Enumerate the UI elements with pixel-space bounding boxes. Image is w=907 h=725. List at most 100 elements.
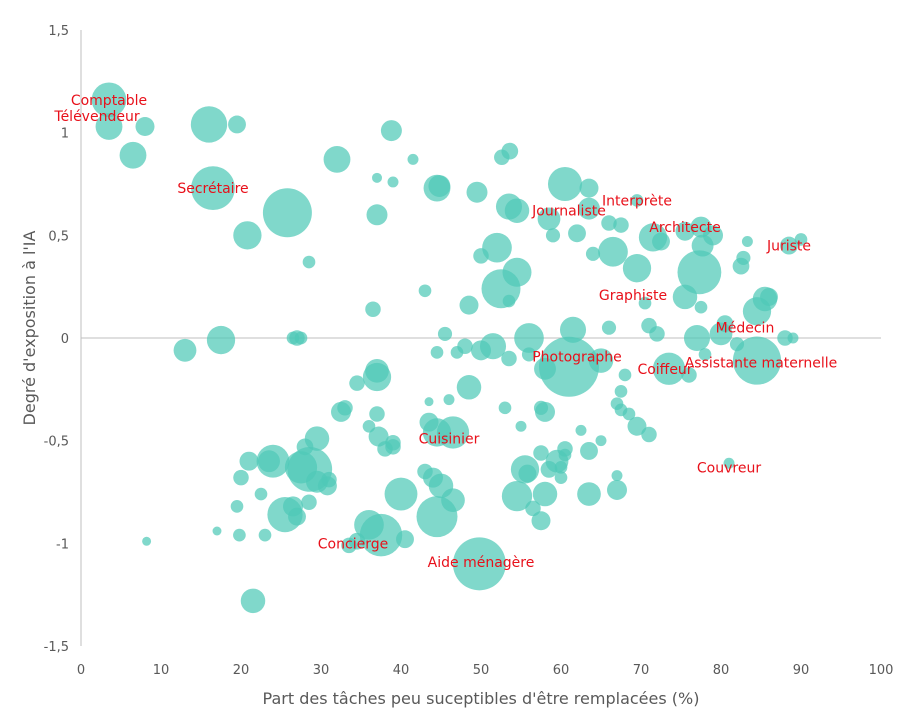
annotation-label: Architecte	[649, 220, 720, 236]
bubble	[568, 224, 586, 243]
bubble	[794, 233, 808, 246]
y-tick-label: 1,5	[48, 24, 69, 39]
y-tick-label: -0,5	[44, 435, 69, 450]
bubble	[450, 346, 464, 359]
bubble	[407, 153, 419, 165]
bubble	[531, 511, 551, 531]
bubble	[385, 439, 401, 455]
annotation-label: Assistante maternelle	[685, 356, 838, 372]
x-tick-label: 50	[473, 663, 490, 678]
bubble	[135, 117, 155, 136]
annotation-label: Juriste	[766, 239, 811, 255]
y-tick-label: -1,5	[44, 640, 69, 655]
bubble	[534, 357, 556, 380]
y-tick-label: -1	[56, 537, 69, 552]
bubble	[613, 217, 629, 233]
bubble	[741, 236, 753, 247]
x-axis-title: Part des tâches peu suceptibles d'être r…	[263, 689, 700, 708]
annotation-label: Comptable	[71, 93, 147, 109]
bubble	[533, 445, 549, 461]
bubble	[349, 375, 365, 391]
bubble	[294, 331, 308, 345]
bubble	[498, 401, 512, 415]
bubble	[482, 232, 512, 263]
bubble	[540, 461, 558, 478]
bubble	[239, 451, 259, 471]
bubble	[683, 324, 711, 352]
bubble	[533, 400, 549, 415]
bubble	[341, 537, 357, 554]
bubble	[777, 330, 793, 346]
bubble	[258, 450, 280, 473]
bubble	[614, 385, 628, 398]
bubble	[437, 326, 453, 341]
annotation-label: Coiffeur	[637, 362, 692, 378]
bubble	[585, 246, 601, 261]
annotation-label: Photographe	[532, 349, 622, 365]
bubble	[611, 470, 623, 482]
bubble	[780, 236, 798, 255]
x-tick-labels: 0 10 20 30 40 50 60 70 80 90 100	[77, 663, 894, 678]
bubble	[365, 301, 381, 317]
bubble	[95, 113, 123, 140]
annotation-label: Secrétaire	[177, 181, 248, 197]
bubble	[142, 536, 152, 546]
bubble	[418, 284, 432, 298]
annotation-label: Concierge	[318, 536, 388, 552]
bubble	[254, 487, 268, 501]
annotation-label: Couvreur	[697, 460, 761, 476]
y-tick-label: 0,5	[48, 229, 69, 244]
bubble	[518, 464, 537, 483]
bubble	[618, 368, 632, 382]
bubble	[641, 426, 657, 443]
bubble	[681, 367, 697, 383]
bubble	[258, 528, 272, 542]
bubble	[622, 407, 636, 421]
annotation-label: Télévendeur	[53, 109, 139, 125]
bubble	[459, 295, 479, 315]
annotation-label: Journaliste	[531, 204, 606, 220]
bubble	[588, 348, 614, 373]
bubble	[547, 166, 583, 202]
bubble	[554, 471, 568, 484]
bubble	[233, 528, 246, 542]
annotation-label: Médecin	[716, 321, 775, 337]
bubble	[190, 106, 228, 143]
bubble	[301, 494, 317, 511]
bubble	[372, 172, 382, 183]
bubble	[369, 406, 385, 422]
bubble	[441, 488, 465, 513]
y-tick-labels: 1,5 1 0,5 0 -0,5 -1 -1,5	[44, 24, 69, 655]
bubble	[638, 296, 652, 310]
bubble-layer	[91, 82, 808, 614]
bubble	[580, 441, 598, 460]
bubble	[317, 476, 337, 496]
bubble	[598, 236, 628, 267]
y-tick-label: 1	[61, 127, 69, 142]
bubble	[387, 176, 399, 188]
bubble	[233, 221, 262, 250]
bubble	[787, 332, 799, 344]
bubble	[288, 507, 306, 526]
bubble	[732, 336, 782, 385]
bubble	[672, 284, 698, 310]
bubble	[380, 120, 402, 142]
x-tick-label: 100	[869, 663, 894, 678]
bubble	[579, 178, 599, 198]
x-tick-label: 80	[713, 663, 730, 678]
annotation-label: Interprète	[602, 193, 672, 209]
bubble	[504, 198, 530, 223]
bubble	[532, 481, 558, 507]
annotation-label: Cuisinier	[419, 432, 480, 448]
bubble	[501, 480, 533, 512]
bubble	[430, 346, 444, 359]
y-tick-label: 0	[61, 332, 69, 347]
bubble	[119, 141, 147, 169]
bubble	[501, 142, 519, 160]
bubble	[471, 340, 491, 361]
bubble	[736, 250, 751, 265]
bubble	[424, 397, 434, 407]
bubble	[191, 166, 235, 211]
bubble	[677, 250, 722, 295]
